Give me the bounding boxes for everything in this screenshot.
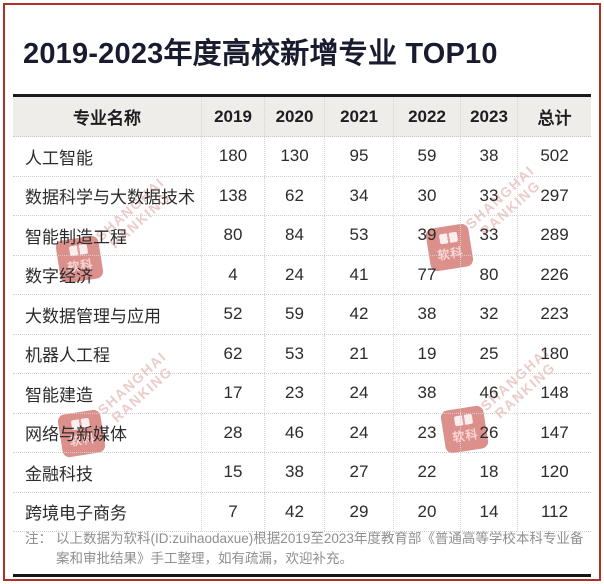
count-value: 26 [461, 413, 518, 452]
count-value: 29 [325, 492, 394, 531]
count-value: 24 [265, 255, 325, 294]
count-value: 23 [265, 374, 325, 413]
count-value: 41 [325, 255, 394, 294]
count-value: 25 [461, 334, 518, 373]
count-value: 226 [540, 264, 569, 284]
count-value: 138 [202, 176, 265, 215]
count-value: 32 [461, 295, 518, 334]
footnote-prefix: 注： [25, 531, 52, 546]
column-header: 专业名称 [13, 97, 202, 136]
count-value: 30 [394, 176, 461, 215]
table-body: 人工智能 180 130 95 59 38 502 数据科学与大数据技术 138 62 34 30 33… [13, 137, 591, 532]
count-value: 7 [202, 492, 265, 531]
count-value: 52 [202, 295, 265, 334]
count-value: 112 [540, 501, 569, 521]
count-value: 53 [265, 334, 325, 373]
column-header: 2019 [202, 97, 265, 136]
count-value: 46 [265, 413, 325, 452]
major-name: 数字经济 [13, 255, 202, 294]
count-value: 120 [540, 462, 569, 482]
count-value: 62 [202, 334, 265, 373]
footnote: 注： 以上数据为软科(ID:zuihaodaxue)根据2019至2023年度教… [25, 529, 591, 568]
column-header: 2023 [461, 97, 518, 136]
count-value: 77 [394, 255, 461, 294]
count-value: 297 [540, 185, 569, 205]
column-header: 总计 [537, 109, 572, 128]
count-value: 59 [265, 295, 325, 334]
count-value: 38 [394, 374, 461, 413]
count-value: 148 [540, 383, 569, 403]
count-value: 4 [202, 255, 265, 294]
table-row: 机器人工程 62 53 21 19 25 180 [13, 334, 591, 374]
count-value: 46 [461, 374, 518, 413]
major-name: 跨境电子商务 [13, 492, 202, 531]
count-value: 20 [394, 492, 461, 531]
page-title: 2019-2023年度高校新增专业 TOP10 [23, 38, 498, 70]
count-value: 38 [265, 453, 325, 492]
major-name: 机器人工程 [13, 334, 202, 373]
footnote-text: 以上数据为软科(ID:zuihaodaxue)根据2019至2023年度教育部《… [56, 531, 584, 566]
column-header: 2022 [394, 97, 461, 136]
count-value: 33 [461, 216, 518, 255]
count-value: 289 [540, 225, 569, 245]
count-value: 130 [265, 137, 325, 176]
major-name: 数据科学与大数据技术 [13, 176, 202, 215]
column-header: 2020 [265, 97, 325, 136]
count-value: 15 [202, 453, 265, 492]
table-row: 数字经济 4 24 41 77 80 226 [13, 255, 591, 295]
count-value: 42 [265, 492, 325, 531]
count-value: 84 [265, 216, 325, 255]
count-value: 18 [461, 453, 518, 492]
count-value: 39 [394, 216, 461, 255]
table-header-row: 专业名称 2019 2020 2021 2022 2023 总计 [13, 97, 591, 137]
count-value: 28 [202, 413, 265, 452]
count-value: 223 [540, 304, 569, 324]
count-value: 147 [540, 422, 569, 442]
count-value: 180 [202, 137, 265, 176]
table-row: 数据科学与大数据技术 138 62 34 30 33 297 [13, 176, 591, 216]
major-name: 金融科技 [13, 453, 202, 492]
count-value: 23 [394, 413, 461, 452]
table-row: 网络与新媒体 28 46 24 23 26 147 [13, 413, 591, 453]
count-value: 19 [394, 334, 461, 373]
count-value: 22 [394, 453, 461, 492]
count-value: 502 [540, 146, 569, 166]
count-value: 80 [461, 255, 518, 294]
count-value: 53 [325, 216, 394, 255]
count-value: 80 [202, 216, 265, 255]
count-value: 42 [325, 295, 394, 334]
table-row: 智能建造 17 23 24 38 46 148 [13, 374, 591, 414]
count-value: 180 [540, 343, 569, 363]
top10-table: 专业名称 2019 2020 2021 2022 2023 总计 人工智能 180 130 95 5… [13, 94, 591, 532]
table-row: 跨境电子商务 7 42 29 20 14 112 [13, 492, 591, 532]
count-value: 95 [325, 137, 394, 176]
major-name: 人工智能 [13, 137, 202, 176]
major-name: 智能制造工程 [13, 216, 202, 255]
table-row: 智能制造工程 80 84 53 39 33 289 [13, 216, 591, 256]
count-value: 24 [325, 413, 394, 452]
count-value: 21 [325, 334, 394, 373]
count-value: 34 [325, 176, 394, 215]
major-name: 大数据管理与应用 [13, 295, 202, 334]
major-name: 智能建造 [13, 374, 202, 413]
table-row: 人工智能 180 130 95 59 38 502 [13, 137, 591, 177]
table-row: 金融科技 15 38 27 22 18 120 [13, 453, 591, 493]
count-value: 17 [202, 374, 265, 413]
count-value: 38 [461, 137, 518, 176]
count-value: 24 [325, 374, 394, 413]
table-row: 大数据管理与应用 52 59 42 38 32 223 [13, 295, 591, 335]
major-name: 网络与新媒体 [13, 413, 202, 452]
count-value: 14 [461, 492, 518, 531]
count-value: 27 [325, 453, 394, 492]
count-value: 38 [394, 295, 461, 334]
bottom-rule [13, 574, 591, 577]
count-value: 62 [265, 176, 325, 215]
count-value: 33 [461, 176, 518, 215]
count-value: 59 [394, 137, 461, 176]
column-header: 2021 [325, 97, 394, 136]
